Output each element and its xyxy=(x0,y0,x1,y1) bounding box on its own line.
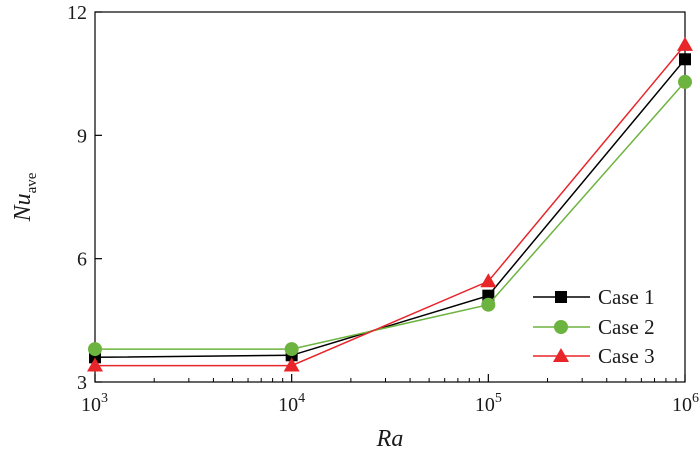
x-axis-label: Ra xyxy=(376,426,404,452)
x-tick-label-exponent: 4 xyxy=(298,391,305,406)
y-axis: 3 6 9 12 xyxy=(67,2,102,394)
data-point-case-2 xyxy=(284,342,299,357)
y-tick-label: 12 xyxy=(67,2,87,24)
x-tick-label-base: 10 xyxy=(278,394,298,416)
x-tick-label-exponent: 3 xyxy=(101,391,108,406)
legend-entry-case-3: Case 3 xyxy=(533,344,655,368)
y-axis-label-sub: ave xyxy=(24,172,40,193)
legend-label-case-1: Case 1 xyxy=(598,285,655,309)
series-line-case-1 xyxy=(94,58,686,359)
x-tick-label-exponent: 5 xyxy=(495,391,502,406)
series-line-case-2 xyxy=(95,81,686,350)
x-tick-label: 106 xyxy=(672,391,699,416)
series-case-2 xyxy=(88,74,692,357)
legend-entry-case-1: Case 1 xyxy=(533,285,655,309)
x-tick-label: 104 xyxy=(278,391,305,416)
data-point-case-2 xyxy=(88,342,102,357)
x-tick-label-exponent: 6 xyxy=(692,391,699,406)
x-tick-label: 103 xyxy=(81,391,108,416)
data-point-case-1 xyxy=(679,53,691,66)
data-point-case-2 xyxy=(678,74,692,89)
plot-area-border xyxy=(94,11,686,383)
data-point-case-3 xyxy=(677,36,693,51)
x-tick-label-base: 10 xyxy=(672,394,692,416)
data-point-case-3 xyxy=(87,357,103,372)
data-point-case-2 xyxy=(481,297,496,312)
x-tick-label-base: 10 xyxy=(475,394,495,416)
x-tick-label: 105 xyxy=(475,391,502,416)
y-tick-label: 3 xyxy=(77,372,87,394)
series-case-3 xyxy=(87,36,693,372)
y-axis-label-main: Nu xyxy=(10,193,36,222)
series-layer xyxy=(87,36,693,372)
legend-entry-case-2: Case 2 xyxy=(533,315,655,339)
legend-marker-case-1 xyxy=(555,291,567,303)
y-tick-label: 6 xyxy=(77,249,87,271)
data-point-case-3 xyxy=(283,357,300,372)
data-point-case-3 xyxy=(480,273,497,288)
legend: Case 1 Case 2 Case 3 xyxy=(533,285,655,368)
series-line-case-3 xyxy=(95,44,686,367)
plot-frame xyxy=(94,11,686,383)
legend-label-case-2: Case 2 xyxy=(598,315,655,339)
y-axis-label: Nuave xyxy=(10,172,40,222)
y-tick-label: 9 xyxy=(77,125,87,147)
legend-marker-case-2 xyxy=(554,320,568,334)
legend-label-case-3: Case 3 xyxy=(598,344,655,368)
x-axis: 103 104 105 106 xyxy=(81,374,699,416)
x-tick-label-base: 10 xyxy=(81,394,101,416)
legend-marker-case-3 xyxy=(553,348,569,362)
